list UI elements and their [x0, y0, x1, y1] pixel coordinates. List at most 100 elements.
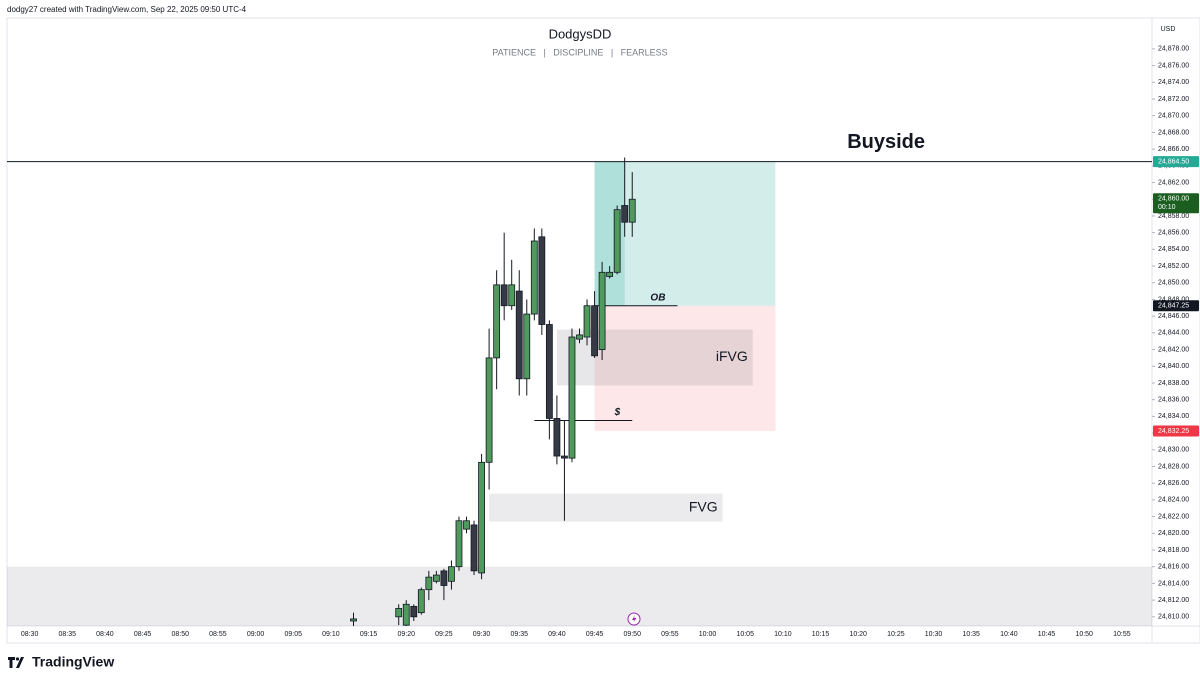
- y-tick-label: 24,816.00: [1158, 564, 1189, 571]
- y-tick-label: 24,822.00: [1158, 513, 1189, 520]
- y-tick-label: 24,874.00: [1158, 79, 1189, 86]
- zone: [594, 305, 776, 431]
- x-tick-label: 09:50: [623, 631, 641, 638]
- level-label: $: [614, 407, 621, 418]
- x-tick-label: 08:40: [96, 631, 114, 638]
- x-tick-label: 10:45: [1038, 631, 1056, 638]
- x-tick-label: 08:55: [209, 631, 227, 638]
- x-tick-label: 09:00: [247, 631, 265, 638]
- y-tick-label: 24,846.00: [1158, 313, 1189, 320]
- y-tick-label: 24,866.00: [1158, 146, 1189, 153]
- price-label: 24,847.25: [1158, 303, 1189, 310]
- currency: USD: [1161, 26, 1176, 33]
- level-label: OB: [650, 292, 665, 303]
- y-tick-label: 24,820.00: [1158, 530, 1189, 537]
- x-tick-label: 08:50: [171, 631, 189, 638]
- y-tick-label: 24,868.00: [1158, 129, 1189, 136]
- candle-body: [613, 209, 621, 273]
- candle-body: [493, 284, 501, 359]
- chart-title: DodgysDD: [549, 26, 612, 41]
- candle-body: [523, 313, 531, 380]
- y-tick-label: 24,814.00: [1158, 580, 1189, 587]
- price-label-bg: [1153, 156, 1199, 168]
- price-label-bg: [1153, 300, 1199, 312]
- price-label-bg: [1153, 193, 1199, 214]
- x-tick-label: 09:20: [397, 631, 415, 638]
- candle-body: [576, 334, 583, 340]
- zone-label: iFVG: [716, 348, 748, 364]
- frame: [6, 17, 1200, 644]
- candle-body: [545, 324, 553, 419]
- x-tick-label: 08:30: [21, 631, 39, 638]
- y-tick-label: 24,850.00: [1158, 280, 1189, 287]
- x-tick-label: 09:30: [473, 631, 491, 638]
- y-tick-label: 24,878.00: [1158, 46, 1189, 53]
- y-tick-label: 24,812.00: [1158, 597, 1189, 604]
- y-tick-label: 24,838.00: [1158, 380, 1189, 387]
- y-tick-label: 24,848.00: [1158, 296, 1189, 303]
- chart-subtitle: PATIENCE | DISCIPLINE | FEARLESS: [492, 47, 667, 57]
- candle-body: [538, 236, 546, 325]
- price-countdown: 00:10: [1158, 204, 1176, 211]
- candle-body: [425, 576, 433, 591]
- x-tick-label: 10:10: [774, 631, 792, 638]
- candle-body: [417, 589, 425, 614]
- candle-body: [583, 305, 591, 338]
- candle-body: [410, 605, 418, 618]
- x-tick-label: 10:15: [812, 631, 830, 638]
- x-tick-label: 10:50: [1075, 631, 1093, 638]
- x-tick-label: 10:00: [699, 631, 717, 638]
- candle-body: [485, 357, 493, 463]
- x-tick-label: 09:45: [586, 631, 604, 638]
- candle-body: [508, 284, 516, 307]
- x-tick-label: 08:35: [58, 631, 76, 638]
- candle-body: [515, 290, 523, 380]
- zone: [556, 329, 753, 386]
- x-tick-label: 09:55: [661, 631, 679, 638]
- x-tick-label: 09:15: [360, 631, 378, 638]
- x-tick-label: 10:30: [925, 631, 943, 638]
- zone: [7, 566, 1152, 626]
- y-tick-label: 24,830.00: [1158, 447, 1189, 454]
- candle-body: [350, 618, 357, 622]
- y-tick-label: 24,840.00: [1158, 363, 1189, 370]
- y-tick-label: 24,818.00: [1158, 547, 1189, 554]
- x-tick-label: 10:05: [736, 631, 754, 638]
- x-tick-label: 10:20: [849, 631, 867, 638]
- x-tick-label: 08:45: [134, 631, 152, 638]
- candle-body: [402, 603, 410, 626]
- candle-body: [440, 570, 448, 586]
- price-label: 24,860.00: [1158, 196, 1189, 203]
- candle-body: [561, 455, 568, 459]
- x-tick-label: 10:35: [962, 631, 980, 638]
- y-tick-label: 24,826.00: [1158, 480, 1189, 487]
- y-tick-label: 24,810.00: [1158, 614, 1189, 621]
- candle-body: [628, 198, 636, 223]
- level-label: Buyside: [847, 131, 925, 153]
- y-tick-label: 24,842.00: [1158, 346, 1189, 353]
- candle-body: [432, 574, 440, 582]
- candle-body: [553, 418, 561, 457]
- y-tick-label: 24,870.00: [1158, 113, 1189, 120]
- candle-body: [568, 336, 576, 459]
- zone-label: FVG: [689, 498, 718, 514]
- y-tick-label: 24,836.00: [1158, 397, 1189, 404]
- replay-icon[interactable]: [627, 612, 641, 626]
- x-tick-label: 09:10: [322, 631, 340, 638]
- candle-body: [470, 524, 478, 572]
- y-tick-label: 24,844.00: [1158, 330, 1189, 337]
- y-tick-label: 24,828.00: [1158, 463, 1189, 470]
- y-tick-label: 24,856.00: [1158, 229, 1189, 236]
- candle-body: [530, 240, 538, 315]
- y-tick-label: 24,876.00: [1158, 62, 1189, 69]
- brand-name: TradingView: [32, 654, 114, 670]
- y-tick-label: 24,852.00: [1158, 263, 1189, 270]
- plot: [7, 157, 1152, 626]
- y-tick-label: 24,824.00: [1158, 497, 1189, 504]
- candle-body: [598, 271, 606, 350]
- candle-body: [500, 284, 508, 307]
- x-tick-label: 09:40: [548, 631, 566, 638]
- x-tick-label: 10:25: [887, 631, 905, 638]
- zone: [489, 493, 723, 522]
